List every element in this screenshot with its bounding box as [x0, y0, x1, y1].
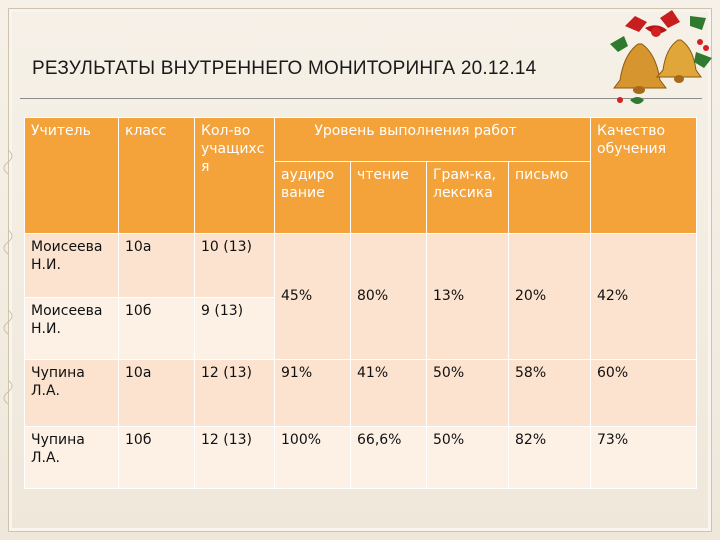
cell-teacher: Чупина Л.А. — [24, 426, 119, 489]
header-grammar: Грам-ка, лексика — [426, 161, 509, 234]
cell-reading-merged: 80% — [350, 233, 427, 360]
cell-quality: 60% — [590, 359, 698, 427]
cell-grammar: 50% — [426, 359, 509, 427]
christmas-bells-icon — [610, 10, 712, 104]
cell-reading: 41% — [350, 359, 427, 427]
cell-grammar: 50% — [426, 426, 509, 489]
cell-teacher: Чупина Л.А. — [24, 359, 119, 427]
header-class: класс — [118, 117, 195, 234]
table-row: Чупина Л.А. 10б 12 (13) 100% 66,6% 50% 8… — [24, 426, 698, 489]
cell-count: 12 (13) — [194, 359, 275, 427]
table-row: Моисеева Н.И. 10а 10 (13) 45% 80% 13% 20… — [24, 233, 698, 360]
cell-count: 12 (13) — [194, 426, 275, 489]
cell-writing: 58% — [507, 359, 592, 427]
cell-grammar-merged: 13% — [426, 233, 509, 360]
cell-listening-merged: 45% — [274, 233, 351, 360]
header-writing: письмо — [507, 161, 592, 234]
cell-listening: 91% — [274, 359, 351, 427]
cell-class: 10а — [118, 233, 195, 298]
cell-class: 10б — [118, 426, 195, 489]
header-level: Уровень выполнения работ — [273, 117, 592, 162]
header-reading: чтение — [350, 161, 427, 234]
header-quality: Качество обучения — [590, 117, 698, 234]
page-title: РЕЗУЛЬТАТЫ ВНУТРЕННЕГО МОНИТОРИНГА 20.12… — [32, 58, 537, 79]
cell-class: 10а — [118, 359, 195, 427]
table-row: Чупина Л.А. 10а 12 (13) 91% 41% 50% 58% … — [24, 359, 698, 427]
header-listening: аудиро вание — [274, 161, 351, 234]
cell-listening: 100% — [274, 426, 351, 489]
cell-teacher: Моисеева Н.И. — [24, 233, 119, 298]
cell-writing: 82% — [507, 426, 592, 489]
results-table: Учитель класс Кол-во учащихс я Уровень в… — [24, 117, 698, 489]
title-divider — [20, 98, 702, 99]
cell-reading: 66,6% — [350, 426, 427, 489]
cell-class: 10б — [118, 297, 195, 360]
cell-count: 9 (13) — [194, 297, 275, 360]
ornament-swirl-icon — [3, 149, 13, 405]
cell-quality-merged: 42% — [590, 233, 698, 360]
cell-teacher: Моисеева Н.И. — [24, 297, 119, 360]
header-count: Кол-во учащихс я — [194, 117, 275, 234]
cell-quality: 73% — [590, 426, 698, 489]
slide-frame — [8, 8, 712, 532]
cell-writing-merged: 20% — [507, 233, 592, 360]
header-teacher: Учитель — [24, 117, 119, 234]
cell-count: 10 (13) — [194, 233, 275, 298]
